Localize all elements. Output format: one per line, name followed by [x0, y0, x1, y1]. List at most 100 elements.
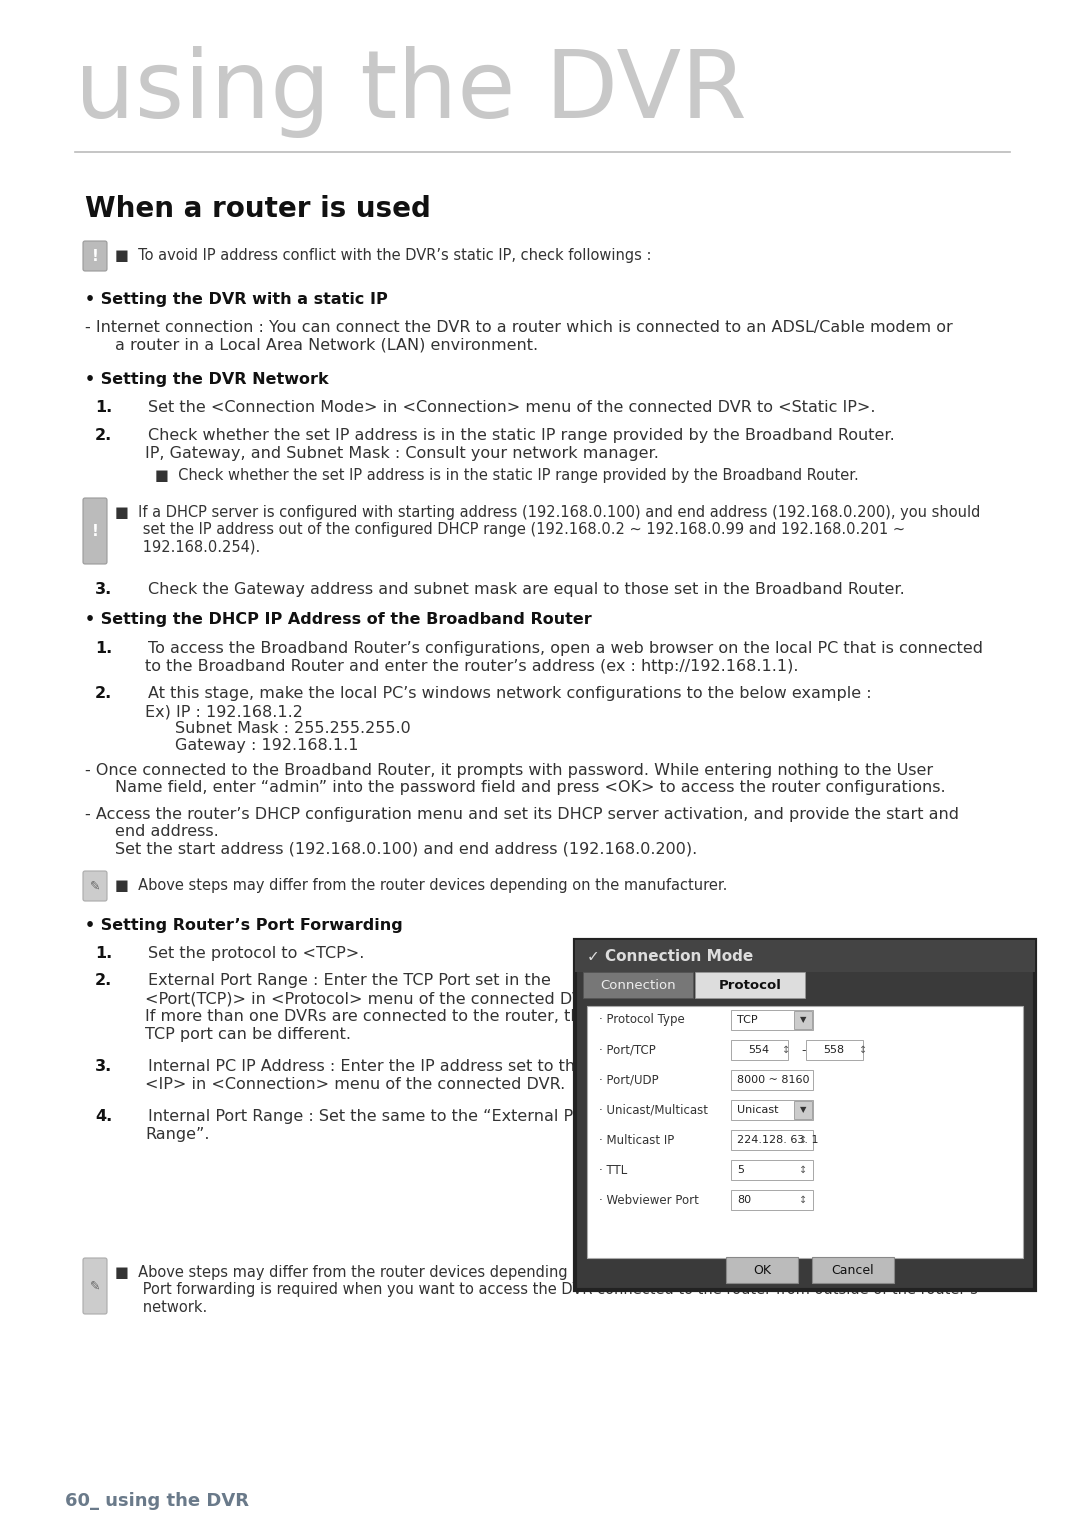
Text: 224.128. 63. 1: 224.128. 63. 1 [737, 1135, 819, 1144]
Text: Cancel: Cancel [832, 1264, 875, 1276]
Text: ■  If a DHCP server is configured with starting address (192.168.0.100) and end : ■ If a DHCP server is configured with st… [114, 505, 981, 555]
Text: - Access the router’s DHCP configuration menu and set its DHCP server activation: - Access the router’s DHCP configuration… [85, 806, 959, 822]
Text: External Port Range : Enter the TCP Port set in the: External Port Range : Enter the TCP Port… [148, 973, 551, 988]
Text: At this stage, make the local PC’s windows network configurations to the below e: At this stage, make the local PC’s windo… [148, 685, 872, 701]
Text: ✎: ✎ [90, 1279, 100, 1293]
FancyBboxPatch shape [731, 1010, 813, 1030]
FancyBboxPatch shape [83, 871, 107, 901]
Text: If more than one DVRs are connected to the router, the: If more than one DVRs are connected to t… [145, 1008, 591, 1024]
FancyBboxPatch shape [731, 1069, 813, 1089]
Text: Internal PC IP Address : Enter the IP address set to the: Internal PC IP Address : Enter the IP ad… [148, 1059, 585, 1074]
Text: 3.: 3. [95, 1059, 112, 1074]
Text: · Port/UDP: · Port/UDP [599, 1074, 659, 1086]
Text: end address.: end address. [114, 825, 219, 838]
Text: - Internet connection : You can connect the DVR to a router which is connected t: - Internet connection : You can connect … [85, 320, 953, 335]
FancyBboxPatch shape [583, 972, 693, 998]
Text: TCP: TCP [737, 1014, 758, 1025]
Text: -: - [794, 1043, 807, 1057]
FancyBboxPatch shape [696, 972, 805, 998]
Text: 1.: 1. [95, 946, 112, 961]
Text: !: ! [92, 248, 98, 263]
Text: Set the start address (192.168.0.100) and end address (192.168.0.200).: Set the start address (192.168.0.100) an… [114, 842, 698, 855]
Text: ▼: ▼ [800, 1106, 807, 1114]
Text: · Port/TCP: · Port/TCP [599, 1043, 656, 1057]
Text: ↕: ↕ [799, 1135, 807, 1144]
FancyBboxPatch shape [731, 1160, 813, 1180]
Text: ↕: ↕ [859, 1045, 867, 1056]
Text: Set the <Connection Mode> in <Connection> menu of the connected DVR to <Static I: Set the <Connection Mode> in <Connection… [148, 399, 876, 415]
Text: · Webviewer Port: · Webviewer Port [599, 1193, 699, 1207]
FancyBboxPatch shape [794, 1102, 812, 1118]
FancyBboxPatch shape [575, 939, 1035, 1290]
Text: OK: OK [753, 1264, 771, 1276]
Text: Connection: Connection [600, 979, 676, 991]
FancyBboxPatch shape [731, 1190, 813, 1210]
Text: ↕: ↕ [799, 1195, 807, 1206]
Text: a router in a Local Area Network (LAN) environment.: a router in a Local Area Network (LAN) e… [114, 337, 538, 352]
Text: · TTL: · TTL [599, 1163, 627, 1177]
Text: 2.: 2. [95, 973, 112, 988]
FancyBboxPatch shape [83, 1258, 107, 1314]
FancyBboxPatch shape [731, 1100, 813, 1120]
Text: To access the Broadband Router’s configurations, open a web browser on the local: To access the Broadband Router’s configu… [148, 641, 983, 656]
Text: ■  Above steps may differ from the router devices depending on the manufacturer.: ■ Above steps may differ from the router… [114, 1265, 977, 1314]
Text: ✎: ✎ [90, 880, 100, 892]
Text: • Setting Router’s Port Forwarding: • Setting Router’s Port Forwarding [85, 918, 403, 933]
Text: Internal Port Range : Set the same to the “External Port: Internal Port Range : Set the same to th… [148, 1109, 595, 1125]
Text: 60_ using the DVR: 60_ using the DVR [65, 1492, 249, 1510]
Text: Set the protocol to <TCP>.: Set the protocol to <TCP>. [148, 946, 364, 961]
Text: ■  To avoid IP address conflict with the DVR’s static IP, check followings :: ■ To avoid IP address conflict with the … [114, 248, 651, 263]
Text: 2.: 2. [95, 685, 112, 701]
Text: Name field, enter “admin” into the password field and press <OK> to access the r: Name field, enter “admin” into the passw… [114, 780, 946, 796]
Text: Range”.: Range”. [145, 1128, 210, 1141]
Text: 8000 ~ 8160: 8000 ~ 8160 [737, 1076, 810, 1085]
Text: Ex) IP : 192.168.1.2: Ex) IP : 192.168.1.2 [145, 704, 302, 719]
Text: ■  Above steps may differ from the router devices depending on the manufacturer.: ■ Above steps may differ from the router… [114, 878, 727, 894]
Text: 554: 554 [748, 1045, 770, 1056]
Text: · Multicast IP: · Multicast IP [599, 1134, 674, 1146]
Text: Protocol: Protocol [718, 979, 782, 991]
FancyBboxPatch shape [812, 1258, 894, 1284]
Text: ▼: ▼ [800, 1016, 807, 1025]
FancyBboxPatch shape [731, 1040, 788, 1060]
Text: <IP> in <Connection> menu of the connected DVR.: <IP> in <Connection> menu of the connect… [145, 1077, 565, 1092]
Text: - Once connected to the Broadband Router, it prompts with password. While enteri: - Once connected to the Broadband Router… [85, 763, 933, 777]
Text: 3.: 3. [95, 581, 112, 597]
Text: Subnet Mask : 255.255.255.0: Subnet Mask : 255.255.255.0 [175, 721, 410, 736]
Text: When a router is used: When a router is used [85, 194, 431, 223]
FancyBboxPatch shape [794, 1011, 812, 1030]
Text: ↕: ↕ [799, 1164, 807, 1175]
Text: Check the Gateway address and subnet mask are equal to those set in the Broadban: Check the Gateway address and subnet mas… [148, 581, 905, 597]
Text: 4.: 4. [95, 1109, 112, 1125]
Text: 1.: 1. [95, 399, 112, 415]
Text: ↕: ↕ [782, 1045, 791, 1056]
FancyBboxPatch shape [806, 1040, 863, 1060]
FancyBboxPatch shape [731, 1131, 813, 1151]
Text: • Setting the DHCP IP Address of the Broadband Router: • Setting the DHCP IP Address of the Bro… [85, 612, 592, 627]
Text: Gateway : 192.168.1.1: Gateway : 192.168.1.1 [175, 737, 359, 753]
Text: using the DVR: using the DVR [75, 46, 746, 138]
Text: ■  Check whether the set IP address is in the static IP range provided by the Br: ■ Check whether the set IP address is in… [156, 468, 859, 483]
FancyBboxPatch shape [83, 497, 107, 565]
Text: • Setting the DVR with a static IP: • Setting the DVR with a static IP [85, 292, 388, 308]
Text: IP, Gateway, and Subnet Mask : Consult your network manager.: IP, Gateway, and Subnet Mask : Consult y… [145, 447, 659, 461]
Text: · Protocol Type: · Protocol Type [599, 1013, 685, 1027]
Text: 5: 5 [737, 1164, 744, 1175]
Text: TCP port can be different.: TCP port can be different. [145, 1027, 351, 1042]
FancyBboxPatch shape [588, 1007, 1023, 1258]
Text: 558: 558 [823, 1045, 845, 1056]
FancyBboxPatch shape [575, 939, 1035, 972]
Text: !: ! [92, 523, 98, 539]
Text: <Port(TCP)> in <Protocol> menu of the connected DVR.: <Port(TCP)> in <Protocol> menu of the co… [145, 991, 598, 1007]
Text: Check whether the set IP address is in the static IP range provided by the Broad: Check whether the set IP address is in t… [148, 428, 894, 444]
Text: 80: 80 [737, 1195, 751, 1206]
Text: 2.: 2. [95, 428, 112, 444]
Text: ✓ Connection Mode: ✓ Connection Mode [588, 949, 753, 964]
FancyBboxPatch shape [726, 1258, 798, 1284]
Text: · Unicast/Multicast: · Unicast/Multicast [599, 1103, 708, 1117]
Text: Unicast: Unicast [737, 1105, 779, 1115]
FancyBboxPatch shape [83, 242, 107, 271]
Text: to the Broadband Router and enter the router’s address (ex : http://192.168.1.1): to the Broadband Router and enter the ro… [145, 659, 798, 675]
Text: 1.: 1. [95, 641, 112, 656]
Text: • Setting the DVR Network: • Setting the DVR Network [85, 372, 328, 387]
